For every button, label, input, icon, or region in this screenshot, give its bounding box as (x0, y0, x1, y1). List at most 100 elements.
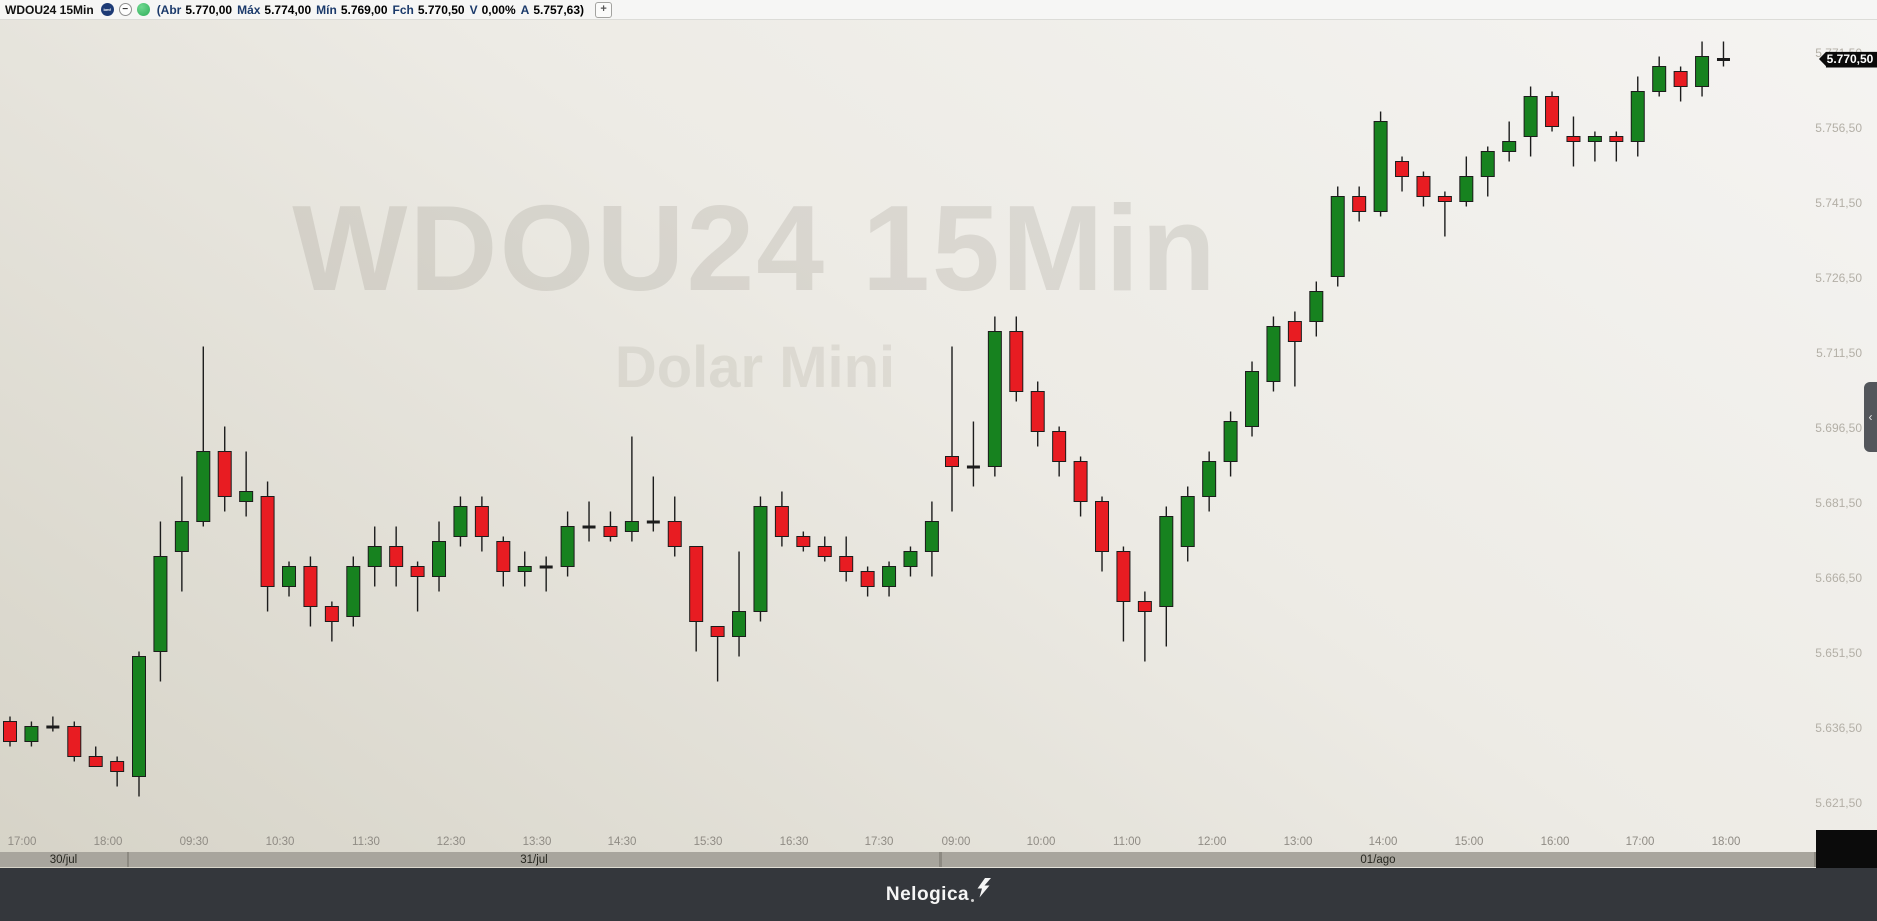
candle-body-31/jul-13:45 (539, 565, 553, 569)
candle-body-31/jul-17:30 (860, 571, 875, 587)
candle-body-31/jul-15:15 (667, 521, 682, 547)
exchange-badge-icon: bmf (100, 3, 114, 16)
candle-body-31/jul-13:30 (517, 566, 532, 572)
date-segment[interactable]: 31/jul (129, 852, 939, 867)
candle-body-01/ago-10:30 (1073, 461, 1088, 502)
candle-body-01/ago-13:45 (1352, 196, 1367, 212)
candle-body-01/ago-15:15 (1480, 151, 1495, 177)
candle-body-01/ago-11:00 (1116, 551, 1131, 602)
time-tick-label: 18:00 (93, 836, 123, 848)
time-tick-label: 13:30 (522, 836, 552, 848)
candle-body-01/ago-12:15 (1223, 421, 1238, 462)
candle-body-01/ago-12:45 (1266, 326, 1281, 382)
time-tick-label: 14:30 (607, 836, 637, 848)
chart-header-bar: WDOU24 15Min bmf − (Abr 5.770,00 Máx 5.774,… (0, 0, 1877, 20)
candle-body-31/jul-09:15 (153, 556, 168, 652)
candle-body-01/ago-16:30 (1587, 136, 1602, 142)
quote-label: Mín (316, 2, 337, 17)
time-tick-label: 17:00 (1625, 836, 1655, 848)
candle-body-31/jul-17:00 (817, 546, 832, 557)
candle-body-01/ago-16:00 (1545, 96, 1560, 127)
time-tick-label: 11:30 (352, 836, 380, 848)
quote-summary: (Abr 5.770,00 Máx 5.774,00 Mín 5.769,00 Fch 5.7… (157, 3, 589, 17)
candle-body-01/ago-12:30 (1245, 371, 1260, 427)
minus-circle-icon[interactable]: − (118, 3, 132, 16)
add-indicator-button[interactable]: + (595, 1, 613, 18)
candle-body-31/jul-16:15 (753, 506, 768, 612)
candle-body-31/jul-15:30 (689, 546, 704, 622)
candle-body-30/jul-17:15 (24, 726, 39, 742)
candle-body-01/ago-17:00 (1630, 91, 1645, 142)
footer-bar: Nelogica (0, 868, 1877, 921)
candle-body-31/jul-16:30 (774, 506, 789, 537)
symbol-title: WDOU24 15Min (5, 2, 94, 17)
candlestick-chart[interactable] (0, 0, 1877, 830)
last-price-badge: 5.770,50 (1819, 51, 1877, 68)
candle-body-31/jul-10:45 (282, 566, 297, 587)
time-tick-label: 16:00 (1540, 836, 1570, 848)
time-tick-label: 18:00 (1711, 836, 1741, 848)
quote-value: 5.770,00 (185, 2, 233, 17)
axis-corner-box (1816, 830, 1877, 868)
candle-body-01/ago-17:15 (1652, 66, 1667, 92)
candle-body-30/jul-17:00 (3, 721, 17, 742)
brand-text: Nelogica (885, 883, 970, 905)
time-tick-label: 10:00 (1026, 836, 1056, 848)
candle-body-31/jul-11:15 (324, 606, 339, 622)
time-tick-label: 17:00 (7, 836, 37, 848)
chevron-left-icon[interactable]: ‹ (1864, 382, 1877, 452)
candle-body-01/ago-16:45 (1609, 136, 1624, 142)
candle-body-31/jul-18:15 (924, 521, 939, 552)
candle-body-31/jul-10:00 (217, 451, 232, 497)
candle-body-01/ago-15:00 (1459, 176, 1474, 202)
candle-body-31/jul-09:30 (174, 521, 189, 552)
brand-dot (971, 898, 975, 902)
quote-value: 5.769,00 (340, 2, 388, 17)
date-segment[interactable]: 30/jul (0, 852, 127, 867)
candle-body-01/ago-17:30 (1673, 71, 1688, 87)
time-tick-label: 10:30 (265, 836, 295, 848)
candle-body-01/ago-09:15 (966, 465, 980, 469)
candle-body-01/ago-18:00 (1716, 58, 1730, 61)
candle-body-01/ago-10:00 (1030, 391, 1045, 432)
candle-body-01/ago-09:45 (1009, 331, 1024, 392)
candle-body-01/ago-13:30 (1330, 196, 1345, 277)
candle-body-31/jul-11:30 (346, 566, 361, 617)
candle-body-01/ago-09:30 (987, 331, 1002, 467)
quote-value: 5.770,50 (417, 2, 465, 17)
candle-body-31/jul-12:45 (453, 506, 468, 537)
time-tick-label: 11:00 (1113, 836, 1141, 848)
candle-body-31/jul-14:00 (560, 526, 575, 567)
time-tick-label: 15:00 (1454, 836, 1484, 848)
candle-body-30/jul-17:45 (67, 726, 82, 757)
time-tick-label: 14:00 (1368, 836, 1398, 848)
candle-body-30/jul-18:00 (88, 756, 103, 767)
candle-body-01/ago-13:15 (1309, 291, 1324, 322)
candle-body-01/ago-11:15 (1137, 601, 1152, 612)
candle-body-01/ago-13:00 (1287, 321, 1302, 342)
quote-value: 5.774,00 (264, 2, 312, 17)
candle-body-31/jul-13:00 (474, 506, 489, 537)
candle-body-01/ago-12:00 (1202, 461, 1217, 497)
candle-body-31/jul-16:45 (796, 536, 811, 547)
candle-body-01/ago-14:45 (1437, 196, 1452, 202)
candle-body-01/ago-15:30 (1502, 141, 1517, 152)
status-dot-icon (136, 3, 150, 16)
quote-label: A (520, 2, 530, 17)
quote-label: (Abr (156, 2, 182, 17)
candle-body-31/jul-10:15 (239, 491, 254, 502)
date-bar[interactable]: 30/jul 31/jul 01/ago (0, 852, 1816, 867)
time-tick-label: 15:30 (693, 836, 723, 848)
time-tick-label: 16:30 (779, 836, 809, 848)
time-tick-label: 09:30 (179, 836, 209, 848)
time-tick-label: 12:00 (1197, 836, 1227, 848)
quote-label: Fch (392, 2, 414, 17)
candle-body-01/ago-15:45 (1523, 96, 1538, 137)
candle-body-30/jul-17:30 (46, 725, 60, 729)
time-tick-label: 12:30 (436, 836, 466, 848)
nelogica-bolt-icon (977, 877, 992, 897)
quote-label: Máx (237, 2, 261, 17)
date-segment[interactable]: 01/ago (942, 852, 1814, 867)
candle-body-31/jul-14:15 (582, 525, 596, 529)
candle-body-31/jul-13:15 (496, 541, 511, 572)
